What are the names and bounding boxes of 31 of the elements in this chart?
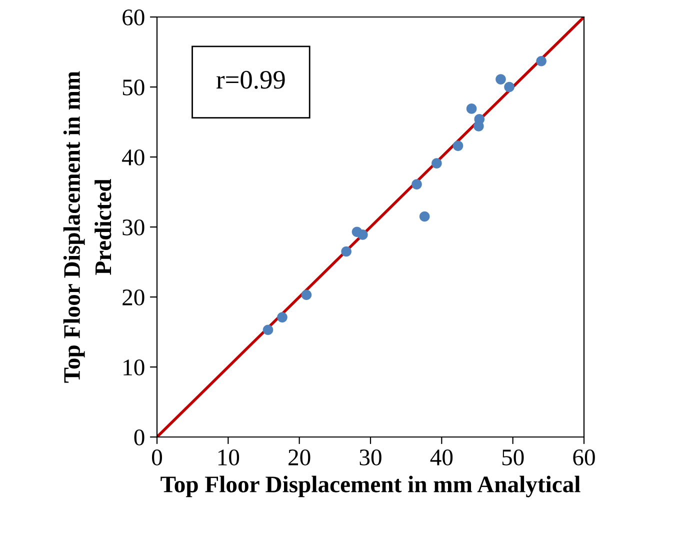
point <box>496 74 506 84</box>
x-tick-label: 60 <box>573 449 595 466</box>
point <box>262 324 274 336</box>
x-tick-label: 50 <box>502 449 524 466</box>
y-axis-title: Top Floor Displacement in mm Predicted <box>63 71 112 383</box>
point <box>419 211 430 222</box>
x-tick-label: 10 <box>218 449 240 466</box>
y-tick-label: 60 <box>122 9 144 26</box>
point <box>412 179 422 190</box>
point <box>474 121 484 132</box>
annotation: r=0.99 <box>216 70 285 89</box>
point <box>341 246 352 257</box>
y-tick-label: 0 <box>134 429 144 446</box>
point <box>536 56 546 66</box>
point <box>452 140 464 151</box>
x-axis-title: Top Floor Displacement in mm Analytical <box>160 476 580 498</box>
point <box>358 230 368 240</box>
x-tick-label: 20 <box>288 449 310 466</box>
y-tick-label: 50 <box>122 79 144 96</box>
x-tick-label: 0 <box>152 449 162 466</box>
y-tick-label: 10 <box>124 359 144 376</box>
x-tick-label: 40 <box>430 449 453 466</box>
point <box>466 104 477 114</box>
point <box>432 158 442 168</box>
point <box>277 312 288 322</box>
y-tick-label: 40 <box>122 149 144 166</box>
y-tick-label: 20 <box>122 289 144 306</box>
point <box>301 290 312 300</box>
x-tick-label: 30 <box>360 449 382 466</box>
point <box>504 82 514 92</box>
y-tick-label: 30 <box>122 219 144 236</box>
